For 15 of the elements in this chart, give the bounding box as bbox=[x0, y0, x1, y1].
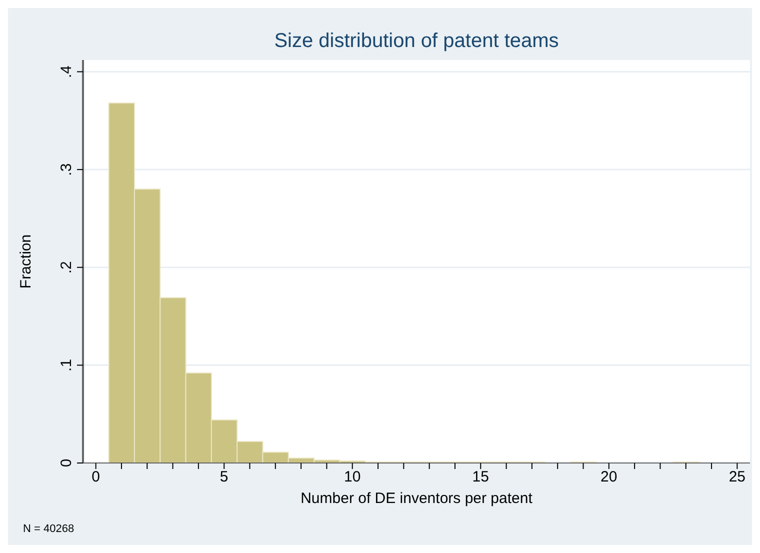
y-axis-title: Fraction bbox=[18, 234, 34, 289]
chart-title: Size distribution of patent teams bbox=[273, 30, 560, 53]
x-tick-label: 10 bbox=[344, 468, 361, 486]
y-tick-label: .4 bbox=[58, 65, 75, 78]
x-axis-title: Number of DE inventors per patent bbox=[300, 490, 534, 507]
y-tick-label: .3 bbox=[58, 163, 75, 176]
x-tick-label: 25 bbox=[728, 468, 746, 486]
x-tick-label: 0 bbox=[92, 468, 100, 486]
x-tick-label: 15 bbox=[472, 468, 489, 486]
text: N = 40268 bbox=[23, 523, 74, 535]
x-tick-label: 20 bbox=[600, 468, 618, 486]
y-tick-label: 0 bbox=[58, 458, 75, 468]
x-tick-label: 5 bbox=[220, 468, 228, 486]
y-tick-label: .2 bbox=[58, 261, 75, 274]
y-tick-label: .1 bbox=[58, 358, 75, 372]
